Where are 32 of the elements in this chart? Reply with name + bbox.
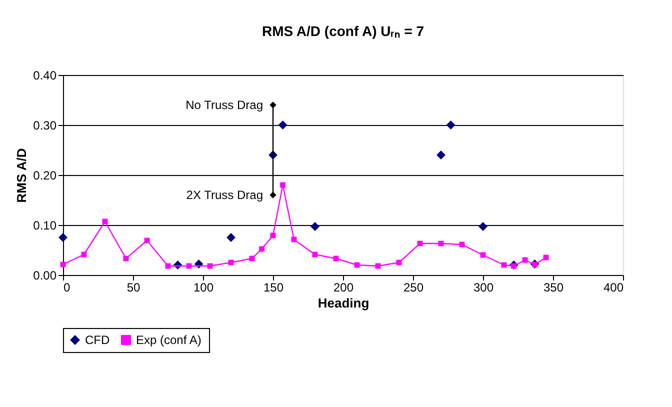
y-tick-label: 0.30 [33, 118, 57, 132]
x-tick-label: 250 [403, 280, 424, 294]
point [58, 233, 68, 242]
annotation: 2X Truss Drag [186, 188, 263, 202]
point [446, 120, 456, 130]
point [436, 150, 446, 160]
x-axis-title: Heading [318, 296, 370, 310]
point [270, 102, 276, 108]
y-tick-label: 0.40 [33, 68, 57, 82]
x-tick-label: 200 [333, 280, 354, 294]
x-tick-label: 50 [126, 280, 140, 294]
x-tick-label: 100 [193, 280, 214, 294]
point [270, 192, 276, 198]
x-tick-label: 400 [603, 280, 624, 294]
annotation: No Truss Drag [186, 98, 263, 112]
point [280, 182, 286, 188]
x-tick-label: 150 [263, 280, 284, 294]
chart-title: RMS A/D (conf A) Uᵣₙ = 7 [262, 23, 424, 39]
y-axis-title: RMS A/D [14, 148, 30, 203]
point [278, 120, 288, 130]
point [259, 246, 265, 252]
point [478, 222, 488, 231]
point [310, 222, 320, 231]
y-tick-label: 0.00 [33, 268, 57, 282]
x-tick-label: 0 [64, 280, 70, 294]
x-tick-label: 350 [543, 280, 564, 294]
x-tick-label: 300 [473, 280, 494, 294]
y-tick-label: 0.20 [33, 168, 57, 182]
y-tick-label: 0.10 [33, 218, 57, 232]
legend-label: CFD [85, 333, 110, 347]
point [226, 233, 236, 242]
legend-label: Exp (conf A) [136, 333, 202, 347]
